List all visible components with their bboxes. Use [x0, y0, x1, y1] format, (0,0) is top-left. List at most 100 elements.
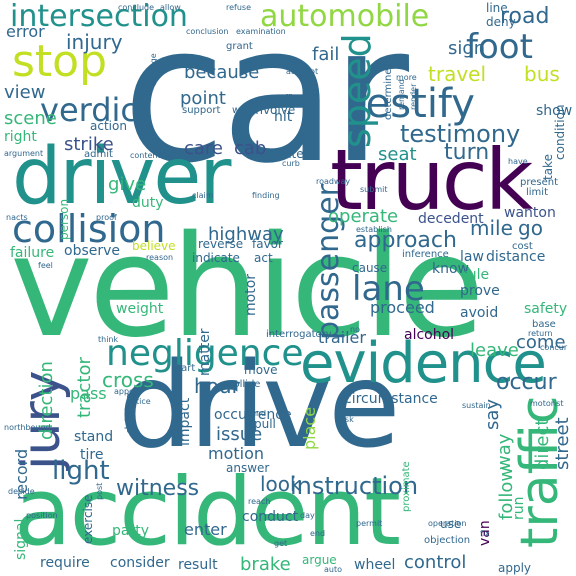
word-involve: involve	[252, 103, 296, 117]
word-show: show	[536, 103, 573, 119]
word-negligence: negligence	[106, 333, 304, 374]
word-damage: damage	[149, 53, 158, 86]
word-permit: permit	[356, 519, 383, 528]
word-weight: weight	[116, 301, 164, 317]
word-observe: observe	[64, 243, 121, 259]
word-officer: officer	[280, 93, 306, 102]
word-safety: safety	[524, 301, 568, 317]
word-truck: truck	[330, 131, 534, 229]
word-drive: drive	[118, 336, 401, 474]
word-appear: appear	[114, 387, 143, 396]
word-sign: sign	[448, 38, 486, 59]
word-believe: believe	[132, 239, 176, 253]
word-fix: fix	[480, 529, 490, 538]
word-curb: curb	[282, 159, 300, 168]
word-witness: witness	[116, 476, 200, 501]
word-care: care	[184, 138, 224, 159]
word-hit: hit	[274, 109, 293, 125]
word-right: right	[4, 129, 37, 145]
word-allow: allow	[160, 3, 181, 12]
word-grant: grant	[226, 41, 253, 52]
word-person: person	[57, 198, 71, 240]
word-scene: scene	[4, 108, 57, 129]
word-evidence: evidence	[300, 331, 547, 396]
word-reason: reason	[146, 253, 174, 262]
word-answer: answer	[226, 461, 270, 475]
word-occur: occur	[496, 370, 557, 395]
word-rule: rule	[462, 267, 490, 283]
word-motorist: motorist	[530, 399, 564, 408]
word-examination: examination	[236, 27, 286, 36]
word-collide: collide	[228, 379, 261, 390]
word-concur: concur	[540, 343, 568, 352]
word-more: more	[396, 73, 417, 82]
word-determine: determine	[383, 68, 394, 120]
word-have: have	[508, 157, 528, 166]
word-decedent: decedent	[418, 211, 484, 227]
word-contend: contend	[270, 147, 319, 161]
word-way: way	[494, 433, 515, 470]
word-road: road	[500, 4, 550, 29]
word-collision: collision	[12, 207, 166, 251]
word-seat: seat	[378, 144, 417, 165]
word-refuse: refuse	[226, 3, 252, 12]
word-reverse: reverse	[198, 237, 244, 251]
word-tire: tire	[80, 447, 104, 463]
word-establish: establish	[356, 225, 392, 234]
word-bus: bus	[524, 62, 560, 86]
word-vehicle: vehicle	[10, 206, 485, 369]
word-remand: remand	[397, 79, 406, 110]
word-trailer: trailer	[318, 328, 366, 347]
word-submit: submit	[360, 185, 388, 194]
word-approach: approach	[354, 228, 457, 253]
word-strike: strike	[64, 134, 114, 155]
word-hand: hand	[246, 409, 267, 418]
word-injury: injury	[66, 30, 123, 54]
word-west: west	[232, 105, 256, 116]
word-testify: testify	[350, 81, 475, 127]
word-attempt: attempt	[286, 67, 319, 76]
word-interrogatory: interrogatory	[266, 329, 332, 340]
word-northbound: northbound	[4, 423, 51, 432]
word-tractor: tractor	[74, 357, 95, 418]
word-reach: reach	[248, 497, 271, 506]
word-base: base	[532, 319, 556, 330]
word-line: line	[486, 1, 508, 15]
word-foot: foot	[466, 27, 533, 67]
word-move: move	[244, 363, 278, 377]
word-duty: duty	[132, 195, 164, 211]
word-party: party	[112, 523, 149, 539]
word-act: act	[254, 251, 273, 265]
word-highway: highway	[208, 224, 284, 245]
word-speed: speed	[335, 33, 379, 148]
word-distance: distance	[486, 249, 546, 265]
word-limit: limit	[526, 187, 548, 198]
word-finding: finding	[252, 191, 280, 200]
word-brake: brake	[240, 554, 291, 575]
word-favor: favor	[252, 237, 283, 251]
word-impact: impact	[177, 397, 193, 446]
word-pass: pass	[70, 384, 107, 403]
word-objection: objection	[424, 535, 471, 546]
word-admit: admit	[84, 149, 113, 160]
word-nacts: nacts	[6, 213, 28, 222]
word-go: go	[518, 216, 543, 240]
word-wheel: wheel	[354, 557, 396, 573]
word-verdict: verdict	[40, 91, 151, 129]
word-accident: accident	[14, 458, 401, 567]
word-come: come	[516, 332, 566, 353]
word-prove: prove	[460, 283, 500, 299]
word-leave: leave	[470, 340, 519, 361]
word-cab: cab	[234, 138, 267, 159]
word-operate: operate	[328, 206, 399, 227]
word-motion: motion	[208, 444, 265, 463]
word-feel: feel	[38, 261, 53, 270]
word-notice: notice	[126, 397, 151, 406]
word-automobile: automobile	[260, 0, 430, 34]
word-claim: claim	[192, 191, 214, 200]
word-position: position	[26, 511, 58, 520]
word-contention: contention	[130, 151, 173, 160]
word-place: place	[300, 406, 319, 450]
word-inference: inference	[402, 249, 449, 260]
word-enter: enter	[184, 520, 227, 539]
